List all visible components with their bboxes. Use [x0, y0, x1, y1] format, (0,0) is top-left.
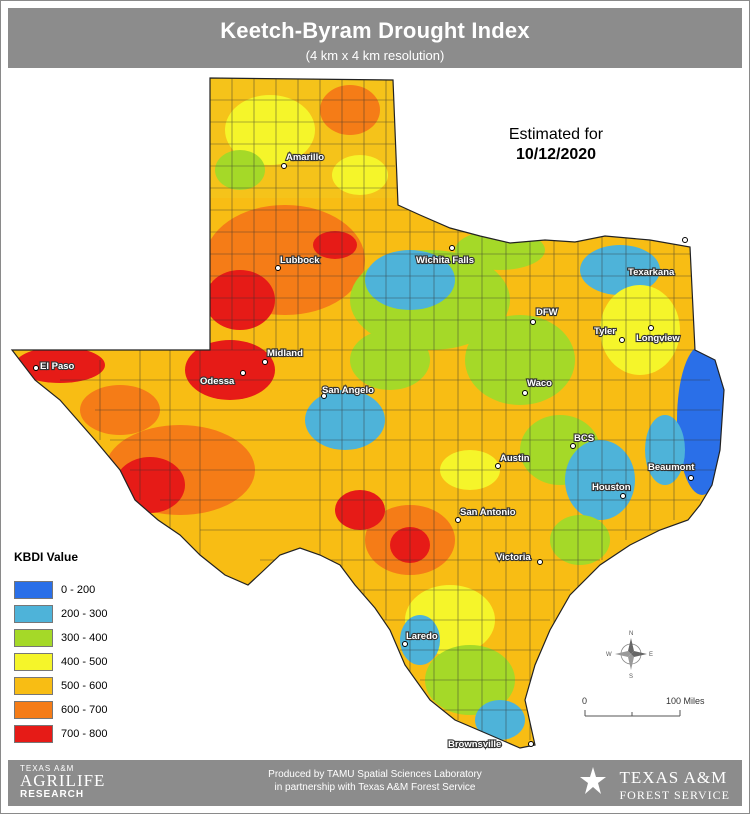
svg-text:Amarillo: Amarillo — [286, 152, 324, 163]
estimate-label: Estimated for — [508, 126, 604, 143]
compass-e: E — [649, 652, 653, 658]
svg-text:Victoria: Victoria — [496, 552, 531, 563]
city-beaumont: Beaumont — [647, 461, 696, 481]
city-bcs: BCS — [570, 432, 595, 449]
svg-text:Beaumont: Beaumont — [648, 462, 695, 473]
map-title: Keetch-Byram Drought Index — [220, 18, 530, 43]
svg-text:San Angelo: San Angelo — [322, 385, 374, 396]
svg-text:Austin: Austin — [500, 453, 530, 464]
city-dfw: DFW — [530, 306, 559, 325]
city-san-antonio: San Antonio — [455, 506, 517, 523]
svg-text:San Antonio: San Antonio — [460, 507, 516, 518]
city-midland: Midland — [262, 347, 304, 365]
svg-text:BCS: BCS — [574, 433, 594, 444]
city-tyler: Tyler — [593, 325, 625, 343]
legend-item: 400 - 500 — [14, 650, 134, 674]
texas-outline — [10, 77, 725, 749]
legend: KBDI Value 0 - 200 200 - 300 300 - 400 4… — [14, 550, 134, 746]
map-header: Keetch-Byram Drought Index (4 km x 4 km … — [8, 8, 742, 68]
legend-item: 700 - 800 — [14, 722, 134, 746]
legend-swatch — [14, 581, 53, 599]
svg-text:Laredo: Laredo — [406, 631, 438, 642]
footer: TEXAS A&M AGRILIFE RESEARCH Produced by … — [8, 760, 742, 806]
city-san-angelo: San Angelo — [321, 384, 375, 399]
svg-text:DFW: DFW — [536, 307, 558, 318]
agrilife-top: TEXAS A&M — [20, 764, 75, 773]
agrilife-logo: TEXAS A&M AGRILIFE RESEARCH — [20, 764, 105, 800]
legend-swatch — [14, 605, 53, 623]
city-brownsville: Brownsville — [447, 738, 534, 751]
legend-item: 0 - 200 — [14, 578, 134, 602]
legend-label: 300 - 400 — [61, 632, 108, 644]
svg-text:El Paso: El Paso — [40, 361, 75, 372]
legend-label: 0 - 200 — [61, 584, 96, 596]
compass-rose-icon: N S E W — [606, 631, 653, 680]
legend-item: 300 - 400 — [14, 626, 134, 650]
city-laredo: Laredo — [402, 630, 439, 647]
city-odessa: Odessa — [199, 370, 246, 388]
estimate-date: 10/12/2020 — [515, 146, 597, 163]
legend-swatch — [14, 701, 53, 719]
city-austin: Austin — [495, 452, 531, 469]
legend-swatch — [14, 677, 53, 695]
compass-s: S — [629, 674, 633, 680]
scale-start: 0 — [582, 696, 587, 706]
forest-service-logo: TEXAS A&M FOREST SERVICE — [619, 768, 730, 803]
agrilife-bottom: RESEARCH — [20, 789, 85, 800]
legend-swatch — [14, 725, 53, 743]
svg-text:Longview: Longview — [636, 333, 680, 344]
star-icon — [580, 767, 606, 794]
compass-n: N — [629, 631, 633, 637]
credits: Produced by TAMU Spatial Sciences Labora… — [8, 768, 742, 794]
credit-line-1: Produced by TAMU Spatial Sciences Labora… — [268, 769, 482, 780]
city-el-paso: El Paso — [33, 360, 76, 373]
legend-label: 500 - 600 — [61, 680, 108, 692]
legend-label: 700 - 800 — [61, 728, 108, 740]
svg-text:Odessa: Odessa — [200, 376, 235, 387]
estimate-block: Estimated for 10/12/2020 — [486, 126, 626, 164]
svg-text:Brownsville: Brownsville — [448, 739, 501, 750]
map-subtitle: (4 km x 4 km resolution) — [305, 48, 445, 63]
legend-item: 200 - 300 — [14, 602, 134, 626]
svg-text:Lubbock: Lubbock — [280, 255, 320, 266]
city-wichita-falls: Wichita Falls — [415, 245, 475, 267]
svg-text:Wichita Falls: Wichita Falls — [416, 255, 474, 266]
city-texarkana: Texarkana — [627, 237, 688, 279]
city-lubbock: Lubbock — [275, 254, 321, 271]
county-boundaries — [12, 78, 720, 745]
tamu-line-1: TEXAS A&M — [619, 768, 728, 787]
svg-text:Texarkana: Texarkana — [628, 267, 675, 278]
svg-text:Midland: Midland — [267, 348, 303, 359]
credit-line-2: in partnership with Texas A&M Forest Ser… — [274, 782, 476, 793]
legend-label: 400 - 500 — [61, 656, 108, 668]
svg-text:Tyler: Tyler — [594, 326, 616, 337]
tamu-line-2: FOREST SERVICE — [619, 788, 730, 802]
legend-title: KBDI Value — [14, 550, 79, 564]
svg-text:Waco: Waco — [527, 378, 552, 389]
compass-w: W — [606, 652, 612, 658]
svg-text:Houston: Houston — [592, 482, 631, 493]
city-markers: Amarillo Lubbock Wichita Falls Texarkana… — [33, 151, 696, 751]
city-longview: Longview — [635, 325, 682, 345]
legend-label: 200 - 300 — [61, 608, 108, 620]
legend-swatch — [14, 653, 53, 671]
legend-item: 600 - 700 — [14, 698, 134, 722]
legend-label: 600 - 700 — [61, 704, 108, 716]
legend-swatch — [14, 629, 53, 647]
agrilife-mid: AGRILIFE — [20, 771, 106, 790]
city-amarillo: Amarillo — [281, 151, 325, 169]
city-victoria: Victoria — [495, 551, 543, 565]
legend-item: 500 - 600 — [14, 674, 134, 698]
scale-end: 100 Miles — [666, 696, 705, 706]
scale-bar: 0 100 Miles — [582, 696, 705, 717]
city-houston: Houston — [591, 481, 632, 499]
city-waco: Waco — [522, 377, 553, 396]
